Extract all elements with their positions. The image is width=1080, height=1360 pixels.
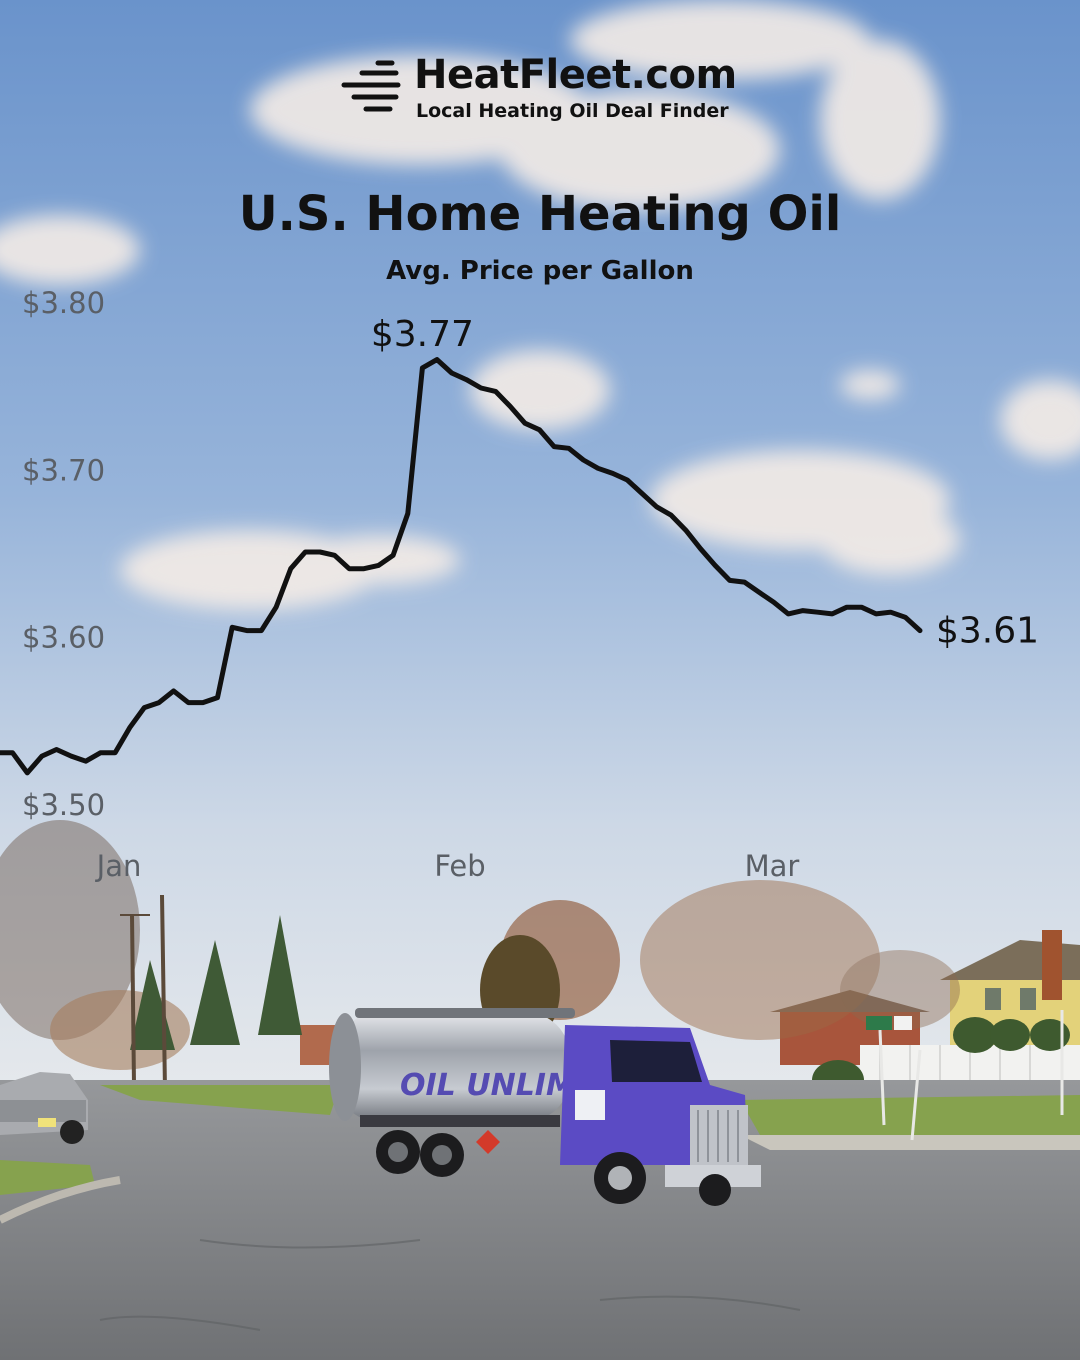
parked-car — [0, 1072, 88, 1144]
utility-poles — [120, 894, 167, 1091]
price-series-line — [0, 357, 923, 776]
chart-title: U.S. Home Heating Oil — [238, 186, 842, 242]
price-annotations: $3.77 $3.61 — [371, 314, 1039, 652]
clouds — [0, 0, 1080, 610]
street-signs — [878, 1010, 1064, 1141]
x-axis-ticks: Jan Feb Mar — [95, 849, 800, 883]
y-axis-ticks: $3.80 $3.70 $3.60 $3.50 — [22, 286, 105, 822]
x-tick-label: Jan — [95, 849, 142, 883]
brand-tagline: Local Heating Oil Deal Finder — [416, 100, 729, 122]
latest-price-label: $3.61 — [936, 611, 1039, 652]
lawn-right — [740, 1095, 1080, 1135]
heatfleet-logo-icon — [341, 60, 401, 112]
x-tick-label: Feb — [434, 849, 485, 883]
x-tick-label: Mar — [745, 849, 800, 883]
chart-subtitle: Avg. Price per Gallon — [386, 256, 694, 286]
y-tick-label: $3.50 — [22, 788, 105, 822]
brand-name: HeatFleet.com — [414, 52, 737, 98]
y-tick-label: $3.60 — [22, 621, 105, 655]
lawn-left — [100, 1085, 340, 1115]
price-data-points — [12, 359, 921, 773]
y-tick-label: $3.80 — [22, 286, 105, 320]
y-tick-label: $3.70 — [22, 453, 105, 487]
oil-truck: OIL UNLIMITED — [329, 1008, 761, 1206]
brand-header[interactable]: HeatFleet.com Local Heating Oil Deal Fin… — [340, 52, 760, 126]
peak-price-label: $3.77 — [371, 314, 474, 355]
